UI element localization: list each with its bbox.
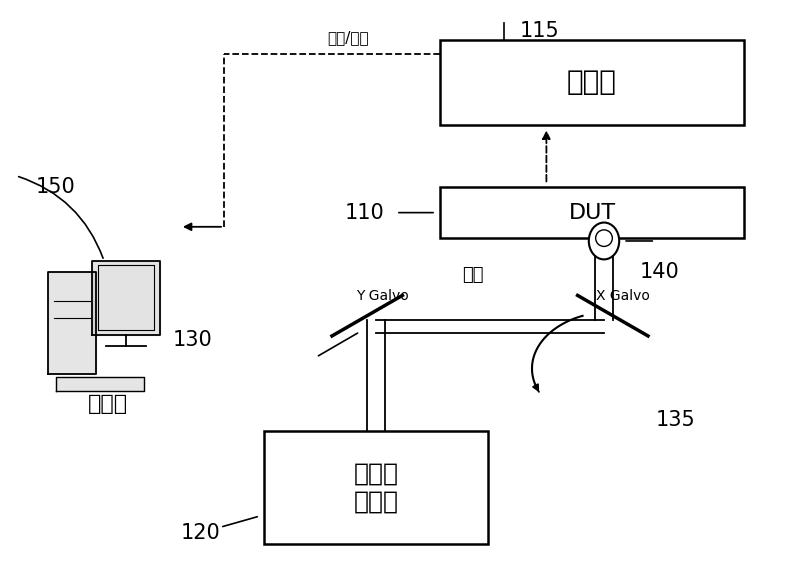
Text: 150: 150 <box>36 177 76 197</box>
Text: 计算机: 计算机 <box>88 394 128 414</box>
Polygon shape <box>56 377 144 391</box>
Ellipse shape <box>589 223 619 260</box>
Text: 120: 120 <box>180 523 220 543</box>
Text: DUT: DUT <box>569 202 615 223</box>
Polygon shape <box>92 261 160 335</box>
Text: X Galvo: X Galvo <box>596 289 650 303</box>
Text: 130: 130 <box>172 330 212 350</box>
Text: 连续波
激光源: 连续波 激光源 <box>354 462 398 514</box>
Text: 物镜: 物镜 <box>462 266 484 284</box>
Bar <box>440 187 744 238</box>
Text: 110: 110 <box>344 202 384 223</box>
Text: 115: 115 <box>520 21 560 41</box>
Text: 135: 135 <box>656 409 696 430</box>
Text: 通过/失败: 通过/失败 <box>327 31 369 45</box>
Text: Y Galvo: Y Galvo <box>356 289 409 303</box>
Text: 140: 140 <box>640 262 680 282</box>
Bar <box>440 40 744 125</box>
Polygon shape <box>48 272 96 374</box>
Bar <box>264 431 488 544</box>
Ellipse shape <box>596 230 612 247</box>
Text: 测试器: 测试器 <box>567 68 617 96</box>
